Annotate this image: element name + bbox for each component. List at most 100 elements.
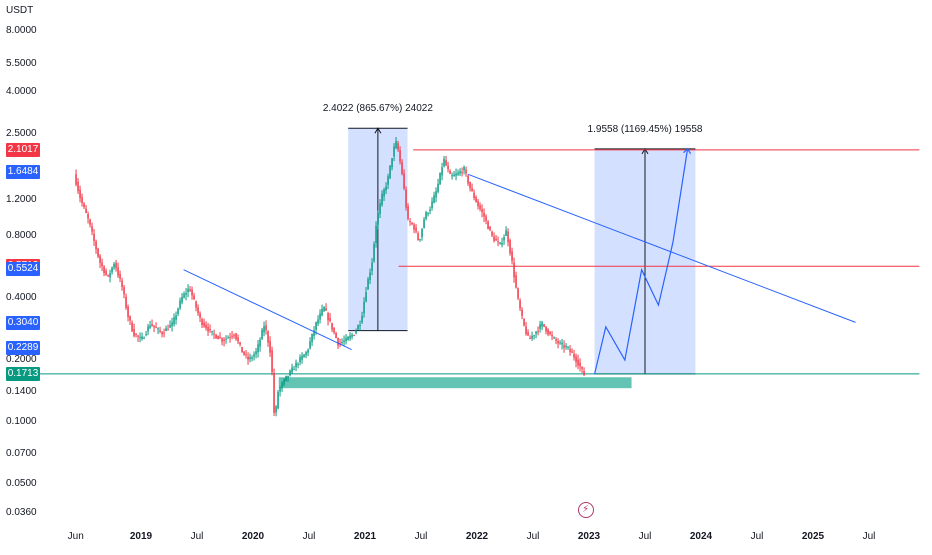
candle-body-66 [207, 326, 209, 332]
candle-body-231 [537, 331, 539, 333]
candle-body-78 [231, 335, 233, 337]
candle-body-9 [93, 233, 95, 241]
candle-body-43 [161, 332, 163, 335]
candle-body-153 [381, 193, 383, 206]
candle-body-219 [513, 262, 515, 278]
measure-arrowhead-0 [374, 127, 382, 134]
candle-body-177 [429, 209, 431, 212]
candle-body-190 [455, 173, 457, 176]
candle-body-50 [175, 315, 177, 320]
candle-body-250 [575, 356, 577, 363]
candle-body-95 [265, 325, 267, 331]
candle-body-251 [577, 359, 579, 366]
candle-body-13 [101, 262, 103, 267]
price-tick-label: 0.2000 [6, 354, 37, 366]
candle-body-110 [295, 362, 297, 368]
candle-body-28 [131, 322, 133, 332]
price-tick-label: 0.8000 [6, 230, 37, 242]
candle-body-15 [105, 270, 107, 275]
projection-arrowhead [683, 147, 692, 155]
candle-body-54 [183, 293, 185, 298]
candle-body-156 [387, 176, 389, 185]
candle-body-90 [255, 351, 257, 355]
candle-body-86 [247, 356, 249, 360]
candle-body-106 [287, 375, 289, 379]
candle-body-55 [185, 293, 187, 295]
candle-body-67 [209, 329, 211, 331]
candle-body-241 [557, 341, 559, 344]
candle-body-144 [363, 301, 365, 314]
candle-body-118 [311, 333, 313, 343]
candle-body-143 [361, 315, 363, 323]
candle-body-42 [159, 330, 161, 332]
candle-body-101 [277, 392, 279, 409]
candle-body-10 [95, 241, 97, 250]
trend-line-0 [183, 269, 352, 351]
candle-body-33 [141, 336, 143, 340]
lightning-icon[interactable]: ⚡ [577, 502, 594, 518]
candle-body-5 [85, 208, 87, 213]
candle-body-139 [353, 335, 355, 337]
candle-body-245 [565, 346, 567, 348]
candle-body-254 [583, 371, 585, 376]
candle-body-212 [499, 242, 501, 244]
price-tick-label: 2.5000 [6, 128, 37, 140]
candle-body-232 [539, 324, 541, 329]
candle-body-70 [215, 334, 217, 339]
candle-body-186 [447, 165, 449, 170]
candle-body-2 [79, 189, 81, 199]
candle-body-19 [113, 263, 115, 268]
price-tick-label: 8.0000 [6, 24, 37, 36]
candle-body-137 [349, 335, 351, 339]
candle-body-84 [243, 351, 245, 355]
candle-body-44 [163, 332, 165, 334]
candle-body-244 [563, 345, 565, 348]
price-tick-label: 4.0000 [6, 86, 37, 98]
candle-body-187 [449, 170, 451, 174]
candle-body-34 [143, 337, 145, 339]
candle-body-27 [129, 316, 131, 321]
candle-body-132 [339, 342, 341, 344]
candle-body-69 [213, 333, 215, 335]
time-tick-label: 2023 [577, 531, 601, 542]
candle-body-29 [133, 328, 135, 337]
candle-body-184 [443, 158, 445, 167]
price-tick-label: 0.1400 [6, 385, 37, 397]
candle-body-115 [305, 352, 307, 356]
candle-body-252 [579, 362, 581, 367]
candle-body-193 [461, 171, 463, 173]
candle-body-239 [553, 337, 555, 339]
price-tag: 2.1017 [6, 142, 40, 157]
candle-body-46 [167, 329, 169, 331]
candle-body-198 [471, 188, 473, 192]
time-tick-label: 2024 [689, 531, 713, 542]
candle-body-112 [299, 357, 301, 363]
candle-body-131 [337, 337, 339, 346]
candle-body-96 [267, 331, 269, 343]
candle-body-26 [127, 306, 129, 318]
candle-body-141 [357, 325, 359, 330]
candle-body-38 [151, 324, 153, 327]
candle-body-126 [327, 313, 329, 321]
candle-body-167 [409, 221, 411, 223]
candle-body-225 [525, 326, 527, 334]
candle-body-223 [521, 309, 523, 317]
candle-body-18 [111, 267, 113, 273]
candle-body-41 [157, 328, 159, 330]
time-tick-label: Jul [862, 531, 876, 542]
candle-body-99 [273, 373, 275, 413]
candle-body-213 [501, 242, 503, 245]
candle-body-149 [373, 243, 375, 262]
candle-body-205 [485, 216, 487, 221]
candle-body-100 [275, 406, 277, 413]
candle-body-240 [555, 339, 557, 341]
candle-body-168 [411, 222, 413, 225]
candle-body-228 [531, 335, 533, 339]
candle-body-163 [401, 161, 403, 174]
candle-body-234 [543, 324, 545, 327]
candle-body-61 [197, 307, 199, 314]
support-zone [278, 377, 632, 389]
time-tick-label: Jul [526, 531, 540, 542]
